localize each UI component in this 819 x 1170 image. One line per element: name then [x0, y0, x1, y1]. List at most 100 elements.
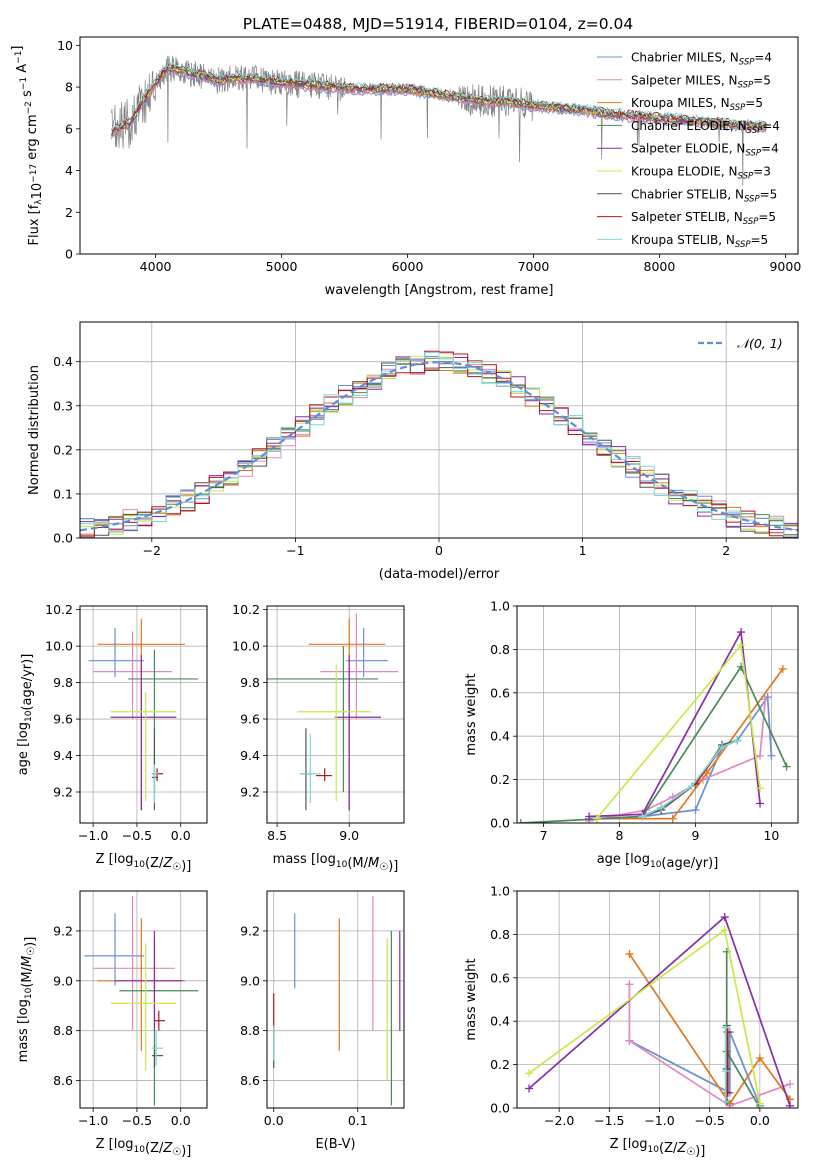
series-marker — [782, 762, 791, 771]
y-tick-label: 0.6 — [490, 685, 510, 700]
y-tick-label: 0.4 — [53, 354, 73, 369]
age-vs-mass-axes: 8.5 9.0 9.2 9.4 9.6 9.8 10.0 10.2 — [232, 602, 404, 843]
ebv-axes: 0.0 0.1 8.6 8.8 9.0 9.2 — [240, 891, 404, 1128]
residuals-axes: −2 −1 0 1 2 0.0 0.1 0.2 0.3 0.4 — [53, 322, 798, 558]
age-vs-Z-frame — [79, 605, 208, 824]
y-tick-label: 0.8 — [490, 642, 510, 657]
series-marker — [625, 980, 634, 989]
y-tick-label: 9.0 — [240, 973, 260, 988]
legend-entry: Salpeter ELODIE, NSSP=4 — [631, 142, 779, 159]
x-tick-label: 2 — [722, 543, 730, 558]
legend-entry: Kroupa STELIB, NSSP=5 — [631, 233, 768, 250]
y-tick-label: 9.6 — [240, 712, 260, 727]
series-marker — [720, 926, 729, 935]
series-marker — [767, 751, 776, 760]
y-tick-label: 0.0 — [53, 531, 73, 546]
x-tick-label: −1.0 — [78, 828, 108, 843]
age-vs-Z-plot-area — [88, 618, 199, 811]
histogram-step — [80, 356, 798, 532]
y-tick-label: 9.8 — [53, 675, 73, 690]
x-tick-label: −0.5 — [122, 828, 152, 843]
x-tick-label: −2.0 — [544, 1113, 574, 1128]
y-tick-label: 0.2 — [53, 442, 73, 457]
y-tick-label: 8.8 — [53, 1023, 73, 1038]
series-marker — [585, 812, 594, 821]
y-tick-label: 0.0 — [490, 816, 510, 831]
series-line — [520, 665, 788, 823]
figure-title: PLATE=0488, MJD=51914, FIBERID=0104, z=0… — [243, 15, 633, 33]
series-marker — [737, 628, 746, 637]
x-tick-label: 7 — [540, 828, 548, 843]
age-vs-Z-ylabel: age [log10(age/yr)] — [16, 654, 35, 776]
x-tick-label: −1 — [286, 543, 304, 558]
residuals-plot-area — [80, 350, 798, 538]
x-tick-label: 9000 — [769, 259, 801, 274]
x-tick-label: 10 — [763, 828, 779, 843]
histogram-step — [80, 355, 798, 538]
series-marker — [778, 664, 787, 673]
mass-vs-Z-frame — [79, 890, 208, 1109]
x-tick-label: 0.0 — [171, 1113, 191, 1128]
legend-entry: Kroupa MILES, NSSP=5 — [631, 96, 763, 113]
series-marker — [755, 1054, 764, 1063]
histogram-step — [80, 352, 798, 536]
series-marker — [756, 799, 765, 808]
y-tick-label: 0.4 — [490, 1014, 510, 1029]
series-marker — [668, 814, 677, 823]
mass-vs-Z-xlabel: Z [log10(Z/Z☉)] — [96, 1137, 192, 1159]
x-tick-label: 8.5 — [267, 828, 287, 843]
y-tick-label: 1.0 — [490, 599, 510, 614]
y-tick-label: 0.1 — [53, 486, 73, 501]
x-tick-label: 0 — [435, 543, 443, 558]
mass-vs-Z-ylabel: mass [log10(M/M☉)] — [16, 937, 38, 1063]
legend-entry: Chabrier STELIB, NSSP=5 — [631, 187, 777, 204]
spectrum-axes: 4000 5000 6000 7000 8000 9000 0 2 4 6 8 10 — [57, 38, 801, 274]
y-tick-label: 6 — [65, 121, 73, 136]
series-marker — [785, 1101, 794, 1108]
series-marker — [718, 743, 727, 752]
y-tick-label: 8.6 — [240, 1073, 260, 1088]
legend-entry: Chabrier MILES, NSSP=4 — [631, 51, 772, 68]
x-tick-label: 4000 — [140, 259, 172, 274]
x-tick-label: 9 — [691, 828, 699, 843]
ebv-frame — [266, 890, 405, 1109]
series-line — [588, 699, 767, 822]
massweight-vs-age-frame — [516, 605, 799, 824]
series-line — [596, 668, 784, 820]
series-marker — [755, 1099, 764, 1108]
series-marker — [737, 641, 746, 650]
y-tick-label: 0.2 — [490, 772, 510, 787]
legend-entry: Salpeter STELIB, NSSP=5 — [631, 210, 776, 227]
series-marker — [720, 913, 729, 922]
y-tick-label: 10.2 — [232, 602, 260, 617]
x-tick-label: −1.0 — [644, 1113, 674, 1128]
residuals-xlabel: (data-model)/error — [379, 567, 500, 582]
series-marker — [785, 1080, 794, 1089]
series-marker — [592, 814, 601, 823]
x-tick-label: 8000 — [644, 259, 676, 274]
x-tick-label: 1 — [579, 543, 587, 558]
age-vs-mass-plot-area — [267, 613, 399, 811]
series-marker — [721, 1097, 730, 1106]
mass-vs-Z-plot-area — [84, 895, 199, 1106]
age-vs-Z-axes: −1.0 −0.5 0.0 9.2 9.4 9.6 9.8 10.0 10.2 — [45, 602, 207, 843]
mass-vs-Z-axes: −1.0 −0.5 0.0 8.6 8.8 9.0 9.2 — [53, 891, 207, 1128]
x-tick-label: −0.5 — [695, 1113, 725, 1128]
series-marker — [525, 1084, 534, 1093]
legend-entry: Salpeter MILES, NSSP=5 — [631, 73, 771, 90]
legend-entry: Kroupa ELODIE, NSSP=3 — [631, 165, 771, 182]
y-tick-label: 9.2 — [53, 785, 73, 800]
series-marker — [525, 1069, 534, 1078]
massweight-vs-Z-xlabel: Z [log10(Z/Z☉)] — [610, 1137, 706, 1159]
massweight-vs-age-plot-area — [517, 628, 791, 823]
y-tick-label: 9.2 — [53, 923, 73, 938]
y-tick-label: 4 — [65, 163, 73, 178]
massweight-vs-Z-frame — [516, 890, 799, 1109]
series-line — [629, 1031, 761, 1107]
series-marker — [721, 1067, 730, 1076]
residuals-ylabel: Normed distribution — [27, 365, 42, 495]
spectrum-frame — [79, 36, 799, 255]
x-tick-label: −2 — [143, 543, 161, 558]
series-marker — [625, 949, 634, 958]
